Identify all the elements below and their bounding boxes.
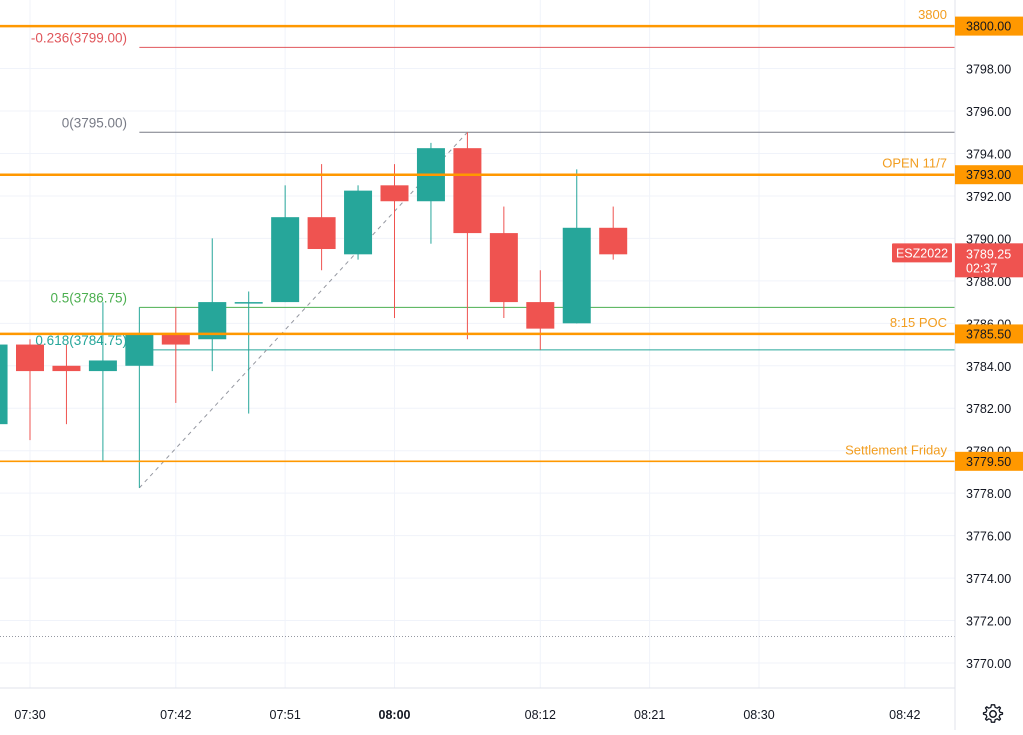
level-price-tag bbox=[955, 451, 1023, 471]
candle-body bbox=[234, 302, 263, 304]
x-tick-label: 07:51 bbox=[270, 708, 301, 722]
candle-body bbox=[88, 360, 117, 372]
symbol-tag-text: ESZ2022 bbox=[896, 246, 948, 260]
x-tick-label: 07:30 bbox=[14, 708, 45, 722]
x-tick-label: 08:00 bbox=[379, 708, 411, 722]
candle-body bbox=[52, 365, 81, 372]
price-axis bbox=[955, 0, 1023, 688]
fib-level-label: 0(3795.00) bbox=[62, 115, 127, 130]
candle-body bbox=[489, 233, 518, 303]
candle-body bbox=[161, 333, 190, 345]
last-price-text: 3789.25 bbox=[966, 247, 1011, 261]
level-price-tag bbox=[955, 165, 1023, 185]
level-price-tag bbox=[955, 16, 1023, 36]
y-tick-label: 3792.00 bbox=[966, 190, 1011, 204]
y-tick-label: 3788.00 bbox=[966, 275, 1011, 289]
gear-icon bbox=[982, 704, 1004, 723]
candle-body bbox=[271, 217, 300, 303]
y-tick-label: 3796.00 bbox=[966, 105, 1011, 119]
y-tick-label: 3774.00 bbox=[966, 572, 1011, 586]
settings-button[interactable] bbox=[981, 702, 1005, 726]
candle-body bbox=[380, 185, 409, 202]
y-tick-label: 3772.00 bbox=[966, 615, 1011, 629]
candle-body bbox=[307, 217, 336, 250]
candle-body bbox=[562, 227, 591, 324]
candle-body bbox=[344, 190, 373, 255]
fib-level-label: 0.5(3786.75) bbox=[50, 290, 127, 305]
x-tick-label: 07:42 bbox=[160, 708, 191, 722]
candle-body bbox=[125, 333, 154, 366]
x-tick-label: 08:21 bbox=[634, 708, 665, 722]
level-price-tag-text: 3800.00 bbox=[966, 20, 1011, 34]
fib-level-label: -0.236(3799.00) bbox=[31, 30, 127, 45]
level-price-tag-text: 3785.50 bbox=[966, 327, 1011, 341]
level-price-tag-text: 3779.50 bbox=[966, 455, 1011, 469]
horizontal-level-label: OPEN 11/7 bbox=[882, 156, 947, 171]
level-price-tag-text: 3793.00 bbox=[966, 168, 1011, 182]
y-tick-label: 3778.00 bbox=[966, 487, 1011, 501]
candle-body bbox=[526, 302, 555, 329]
x-tick-label: 08:12 bbox=[525, 708, 556, 722]
horizontal-level-label: 8:15 POC bbox=[890, 315, 947, 330]
y-tick-label: 3782.00 bbox=[966, 402, 1011, 416]
y-tick-label: 3798.00 bbox=[966, 63, 1011, 77]
y-tick-label: 3794.00 bbox=[966, 147, 1011, 161]
horizontal-level-label: Settlement Friday bbox=[845, 442, 947, 457]
x-tick-label: 08:30 bbox=[743, 708, 774, 722]
y-tick-label: 3776.00 bbox=[966, 530, 1011, 544]
candle-body bbox=[0, 344, 8, 425]
countdown-text: 02:37 bbox=[966, 261, 997, 275]
fib-trend-line bbox=[138, 131, 468, 489]
candle-body bbox=[599, 227, 628, 255]
y-tick-label: 3784.00 bbox=[966, 360, 1011, 374]
y-tick-label: 3790.00 bbox=[966, 232, 1011, 246]
last-price-tag bbox=[955, 243, 1023, 278]
symbol-tag bbox=[892, 243, 952, 263]
y-tick-label: 3770.00 bbox=[966, 657, 1011, 671]
level-price-tag bbox=[955, 324, 1023, 344]
x-tick-label: 08:42 bbox=[889, 708, 920, 722]
fib-level-label: 0.618(3784.75) bbox=[35, 333, 127, 348]
candle-body bbox=[16, 344, 44, 372]
horizontal-level-label: 3800 bbox=[918, 7, 947, 22]
candle-body bbox=[453, 148, 482, 234]
